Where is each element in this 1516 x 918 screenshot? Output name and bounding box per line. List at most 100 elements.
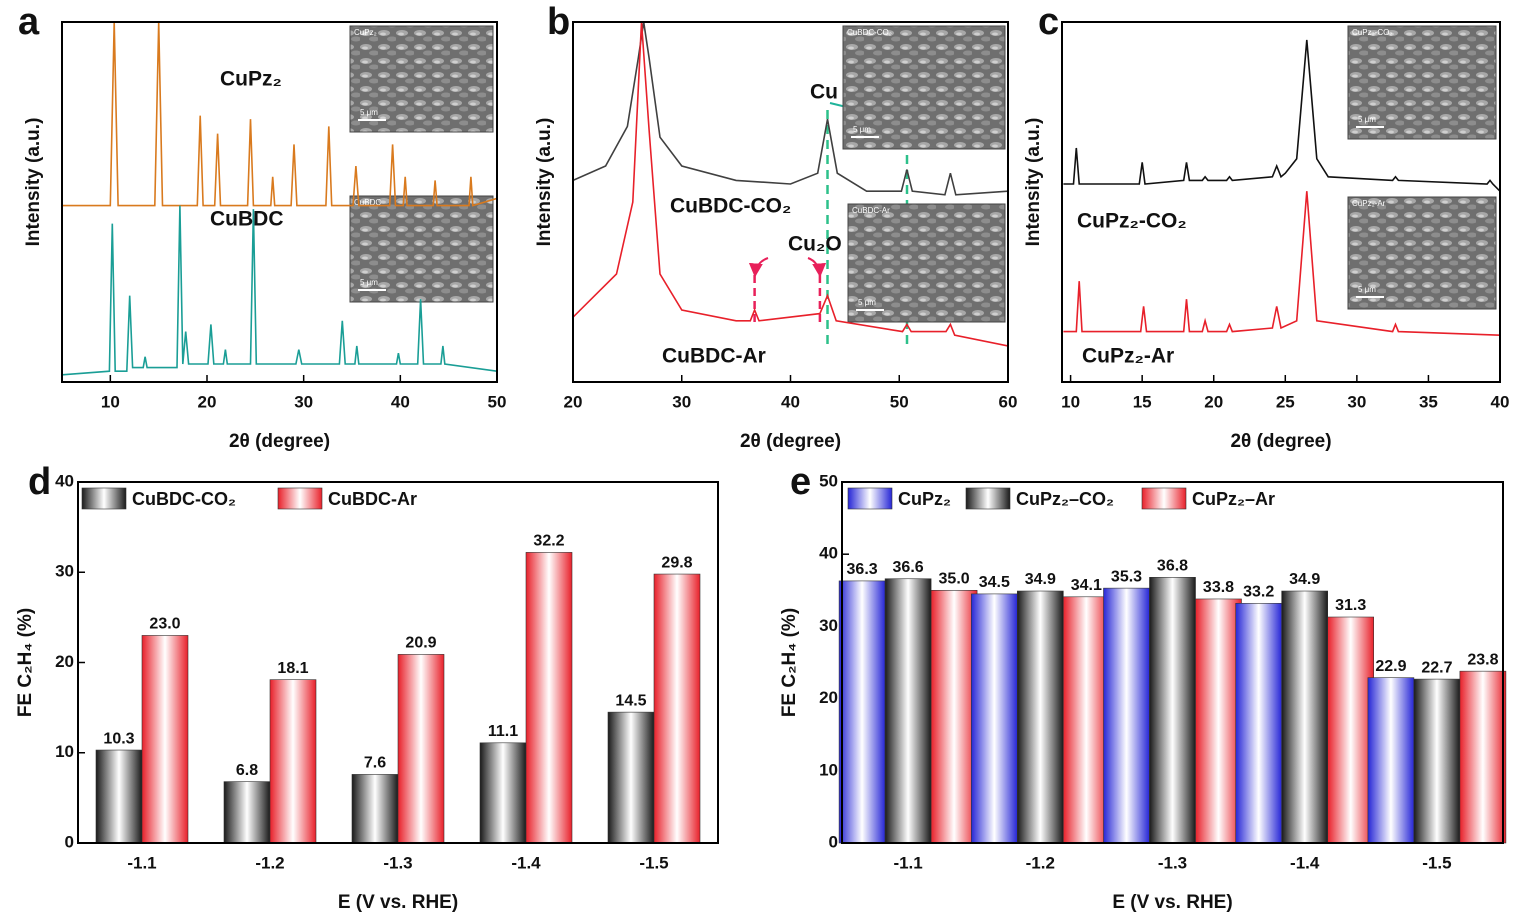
cu2o-arrow — [807, 257, 827, 278]
bar — [607, 711, 655, 844]
annotation: Cu — [810, 81, 838, 104]
y-tick-label: 20 — [55, 652, 74, 671]
y-tick-label: 30 — [55, 562, 74, 581]
x-tick-label: 20 — [198, 392, 217, 411]
bar — [525, 552, 573, 844]
plot-frame — [61, 21, 498, 383]
sem-inset — [349, 195, 494, 303]
y-tick-label: 10 — [55, 742, 74, 761]
scale-label: 5 μm — [1358, 285, 1376, 294]
bar — [269, 679, 317, 844]
value-label: 34.5 — [979, 574, 1010, 591]
bar — [397, 654, 445, 844]
panel-label: d — [28, 461, 51, 503]
series-label: CuBDC-Ar — [662, 345, 766, 368]
legend-swatch — [1141, 487, 1187, 510]
plot-frame — [841, 481, 1504, 844]
legend-swatch — [965, 487, 1011, 510]
x-axis-title: 2θ (degree) — [229, 431, 330, 452]
x-tick-label: 30 — [1347, 392, 1366, 411]
bar — [970, 593, 1018, 844]
series-label: CuPz₂-CO₂ — [1077, 210, 1187, 233]
annotation: Cu₂O — [788, 233, 842, 256]
y-tick-label: 0 — [65, 832, 74, 851]
y-axis-title: FE C₂H₄ (%) — [779, 608, 800, 717]
series-label: CuPz₂-Ar — [1082, 345, 1174, 368]
x-tick-label: 20 — [564, 392, 583, 411]
bar — [1195, 598, 1242, 844]
x-tick-label: 30 — [672, 392, 691, 411]
value-label: 14.5 — [615, 692, 646, 709]
x-tick-label: -1.3 — [383, 853, 412, 872]
series-label: CuPz₂ — [220, 68, 282, 91]
legend-label: CuPz₂–CO₂ — [1016, 489, 1114, 509]
cu2o-arrow — [748, 257, 769, 278]
scale-label: 5 μm — [853, 125, 871, 134]
panel-label: b — [547, 1, 570, 43]
inset-label: CuBDC-CO₂ — [847, 28, 892, 37]
y-axis-title: FE C₂H₄ (%) — [15, 608, 36, 717]
value-label: 7.6 — [364, 755, 386, 772]
value-label: 33.8 — [1203, 579, 1234, 596]
x-tick-label: 50 — [488, 392, 507, 411]
sem-inset — [842, 25, 1006, 150]
x-tick-label: 10 — [101, 392, 120, 411]
bar — [479, 742, 527, 844]
x-tick-label: -1.4 — [511, 853, 541, 872]
inset-label: CuBDC — [354, 198, 381, 207]
xrd-line — [62, 205, 497, 376]
x-tick-label: -1.1 — [127, 853, 156, 872]
scale-label: 5 μm — [858, 298, 876, 307]
bar — [1413, 678, 1461, 844]
y-axis-title: Intensity (a.u.) — [534, 118, 555, 247]
value-label: 34.1 — [1071, 577, 1102, 594]
bar — [1063, 596, 1110, 844]
legend-label: CuBDC-CO₂ — [132, 489, 236, 509]
scale-label: 5 μm — [1358, 115, 1376, 124]
x-tick-label: 40 — [781, 392, 800, 411]
value-label: 10.3 — [103, 730, 134, 747]
y-tick-label: 40 — [819, 544, 838, 563]
y-tick-label: 20 — [819, 688, 838, 707]
inset-label: CuBDC-Ar — [852, 206, 890, 215]
x-tick-label: 30 — [294, 392, 313, 411]
value-label: 6.8 — [236, 762, 258, 779]
value-label: 34.9 — [1289, 571, 1320, 588]
panel-label: a — [18, 1, 40, 43]
plot-frame — [572, 21, 1009, 383]
x-tick-label: -1.5 — [1422, 853, 1451, 872]
x-tick-label: 35 — [1419, 392, 1438, 411]
bar — [1367, 677, 1415, 844]
value-label: 36.6 — [893, 559, 924, 576]
bar — [838, 580, 886, 844]
value-label: 22.7 — [1421, 659, 1452, 676]
legend-swatch — [847, 487, 893, 510]
bar — [1016, 590, 1064, 844]
legend-label: CuPz₂ — [898, 489, 951, 509]
value-label: 34.9 — [1025, 571, 1056, 588]
y-tick-label: 50 — [819, 471, 838, 490]
x-tick-label: 20 — [1204, 392, 1223, 411]
sem-inset — [1347, 196, 1497, 310]
bar — [884, 578, 932, 844]
x-axis-title: E (V vs. RHE) — [1112, 892, 1232, 913]
value-label: 23.8 — [1467, 651, 1498, 668]
x-tick-label: -1.2 — [1026, 853, 1055, 872]
x-axis-title: 2θ (degree) — [740, 431, 841, 452]
value-label: 23.0 — [149, 616, 180, 633]
value-label: 36.8 — [1157, 558, 1188, 575]
value-label: 11.1 — [488, 723, 518, 740]
inset-label: CuPz₂-CO₂ — [1352, 28, 1392, 37]
y-tick-label: 30 — [819, 616, 838, 635]
bar — [1281, 590, 1328, 844]
value-label: 22.9 — [1375, 658, 1406, 675]
x-tick-label: 15 — [1133, 392, 1152, 411]
x-tick-label: -1.2 — [255, 853, 284, 872]
bar — [1459, 670, 1507, 844]
x-tick-label: 60 — [999, 392, 1018, 411]
panel-label: c — [1038, 1, 1059, 43]
xrd-line — [62, 22, 497, 207]
y-axis-title: Intensity (a.u.) — [23, 118, 44, 247]
bar — [930, 589, 978, 844]
